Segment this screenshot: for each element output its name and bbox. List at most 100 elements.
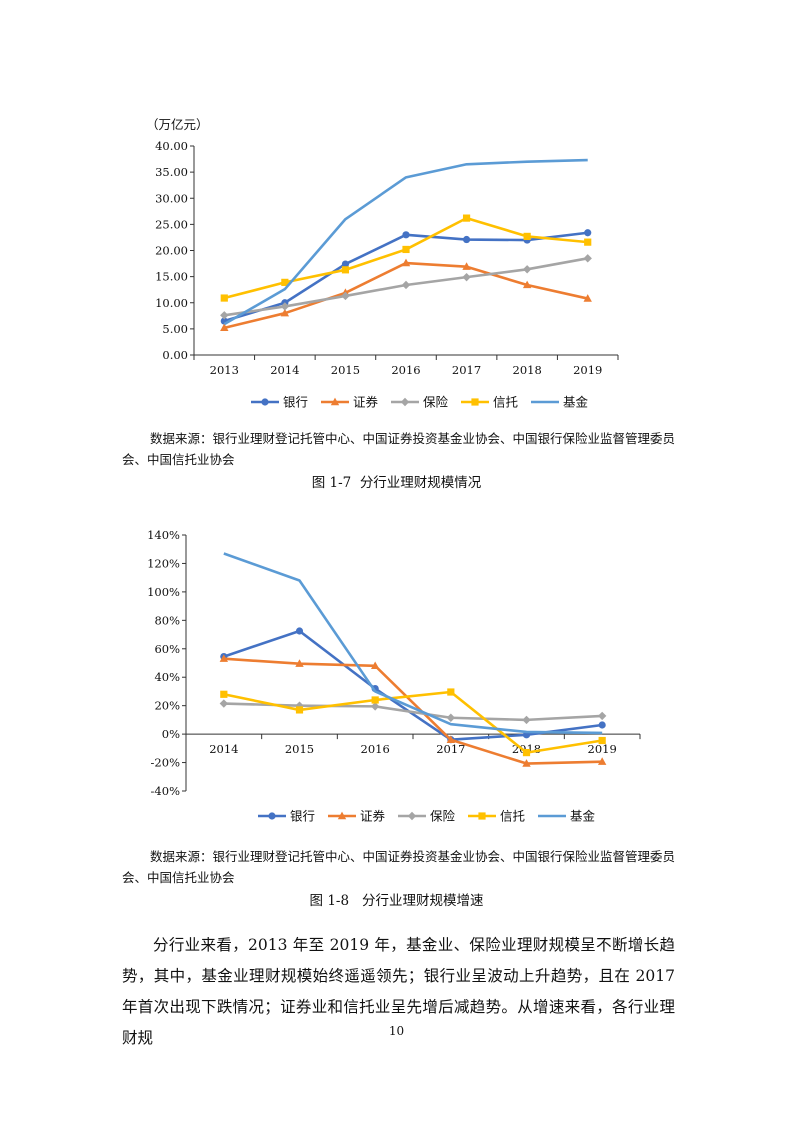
y-tick-label: 40.00 <box>155 139 188 153</box>
legend-marker <box>338 812 346 820</box>
legend-marker <box>261 398 268 405</box>
data-point <box>463 215 470 222</box>
chart-2-caption-title: 分行业理财规模增速 <box>362 893 484 909</box>
chart-2-legend: 银行 证券 保险 信托 基金 <box>258 809 596 824</box>
data-point <box>584 229 591 236</box>
chart-1-caption: 图 1-7 分行业理财规模情况 <box>0 471 793 491</box>
data-point <box>523 731 530 738</box>
x-tick-label: 2019 <box>573 363 602 377</box>
chart-2-figure-label: 图 1-8 <box>310 893 350 909</box>
data-point <box>523 749 530 756</box>
y-tick-label: 30.00 <box>155 191 188 205</box>
y-tick-label: 20.00 <box>155 244 188 258</box>
data-point <box>522 716 530 724</box>
y-tick-label: 35.00 <box>155 165 188 179</box>
x-tick-label: 2018 <box>512 742 541 756</box>
chart-1-plot: 0.00 5.00 10.00 15.00 20.00 25.00 30.00 35.00 40… <box>155 139 618 377</box>
x-tick-label: 2017 <box>452 363 481 377</box>
legend-label: 银行 <box>283 395 308 410</box>
legend-label: 基金 <box>570 809 596 824</box>
data-point <box>295 659 303 667</box>
data-point <box>371 702 379 710</box>
chart-1-figure-label: 图 1-7 <box>312 475 352 491</box>
data-point <box>447 736 454 743</box>
legend-label: 保险 <box>430 809 456 824</box>
x-tick-label: 2017 <box>436 742 465 756</box>
legend-marker <box>408 812 416 820</box>
data-point <box>342 266 349 273</box>
data-point <box>296 706 303 713</box>
x-tick-label: 2015 <box>285 742 314 756</box>
data-point <box>371 661 379 669</box>
page-number: 10 <box>0 1024 793 1038</box>
x-tick-label: 2014 <box>209 742 238 756</box>
data-point <box>599 721 606 728</box>
legend-label: 信托 <box>493 395 518 410</box>
data-point <box>598 712 606 720</box>
data-point <box>220 691 227 698</box>
chart-1-caption-title: 分行业理财规模情况 <box>360 475 482 491</box>
legend-label: 信托 <box>500 809 525 824</box>
y-tick-label: 40% <box>154 670 180 684</box>
x-tick-label: 2016 <box>391 363 420 377</box>
data-point <box>372 696 379 703</box>
series-line <box>224 659 602 764</box>
x-tick-label: 2019 <box>588 742 617 756</box>
data-point <box>220 654 228 662</box>
chart-1-source-note: 数据来源：银行业理财登记托管中心、中国证券投资基金业协会、中国银行保险业监督管理… <box>122 428 682 470</box>
data-point <box>447 735 455 743</box>
chart-1-legend: 银行 证券 保险 信托 基金 <box>251 395 589 410</box>
data-point <box>295 701 303 709</box>
legend-marker <box>401 398 409 406</box>
data-point <box>402 246 409 253</box>
y-tick-label: -20% <box>151 756 181 770</box>
legend-label: 基金 <box>563 395 589 410</box>
legend-label: 证券 <box>353 395 379 410</box>
x-tick-label: 2016 <box>361 742 390 756</box>
data-point <box>584 239 591 246</box>
data-point <box>584 254 592 262</box>
data-point <box>220 699 228 707</box>
chart-1-unit-label: （万亿元） <box>146 117 209 132</box>
legend-marker <box>478 812 485 819</box>
data-point <box>522 759 530 767</box>
data-point <box>296 627 303 634</box>
data-point <box>524 233 531 240</box>
data-point <box>372 685 379 692</box>
data-point <box>523 265 531 273</box>
series-line <box>224 553 602 732</box>
legend-marker <box>268 812 275 819</box>
y-tick-label: 25.00 <box>155 217 188 231</box>
chart-2-plot: -40% -20% 0% 20% 40% 60% 80% 100% 120% 140% 2014 20… <box>147 528 640 798</box>
y-tick-label: 80% <box>154 613 180 627</box>
data-point <box>447 714 455 722</box>
series-line <box>224 704 602 720</box>
data-point <box>598 757 606 765</box>
y-tick-label: 120% <box>147 556 180 570</box>
data-point <box>462 273 470 281</box>
chart-2-caption: 图 1-8 分行业理财规模增速 <box>0 889 793 909</box>
data-point <box>463 236 470 243</box>
data-point <box>599 737 606 744</box>
y-tick-label: 60% <box>154 642 180 656</box>
y-tick-label: 15.00 <box>155 270 188 284</box>
series-line <box>224 160 587 324</box>
y-tick-label: -40% <box>151 784 181 798</box>
y-tick-label: 0.00 <box>162 348 188 362</box>
x-tick-label: 2014 <box>270 363 299 377</box>
x-tick-label: 2015 <box>331 363 360 377</box>
data-point <box>447 688 454 695</box>
y-tick-label: 5.00 <box>162 322 188 336</box>
legend-marker <box>471 398 478 405</box>
legend-label: 保险 <box>423 395 449 410</box>
x-tick-label: 2013 <box>210 363 239 377</box>
series-line <box>224 692 602 753</box>
data-point <box>402 231 409 238</box>
data-point <box>221 294 228 301</box>
y-tick-label: 100% <box>147 585 180 599</box>
series-line <box>224 631 602 740</box>
legend-label: 银行 <box>290 809 315 824</box>
y-tick-label: 0% <box>162 727 180 741</box>
y-tick-label: 140% <box>147 528 180 542</box>
chart-2-source-note: 数据来源：银行业理财登记托管中心、中国证券投资基金业协会、中国银行保险业监督管理… <box>122 846 682 888</box>
